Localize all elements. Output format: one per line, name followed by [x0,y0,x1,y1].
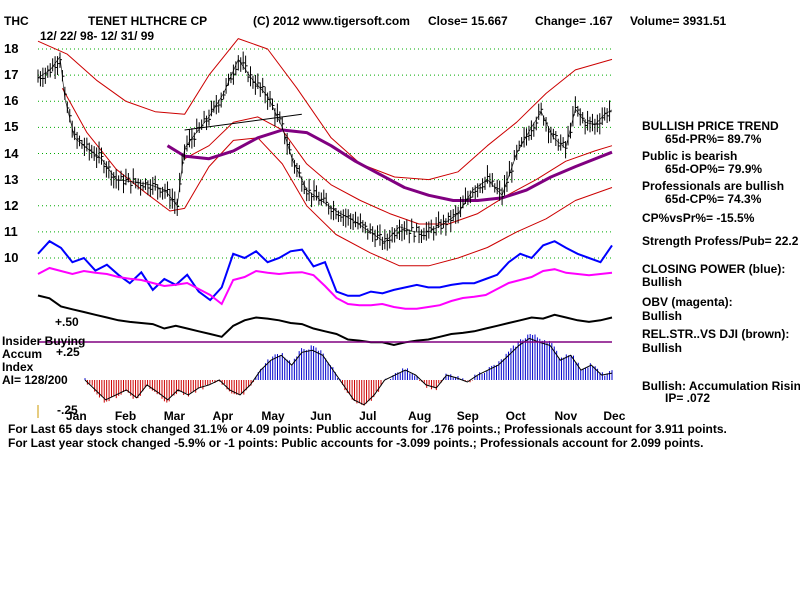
accum-layer [84,333,613,406]
lower-band-line [61,87,613,267]
insider-buying-label: Insider Buying [2,334,86,348]
cp-line: 65d-CP%= 74.3% [665,192,762,206]
x-tick-label: Jun [310,409,332,423]
plus50-label: +.50 [55,315,79,329]
pr-line: 65d-PR%= 89.7% [665,132,762,146]
minus25-label: -.25 [57,403,78,417]
accum-label: Accum [2,347,43,361]
closing-power-line [37,239,613,302]
copyright: (C) 2012 www.tigersoft.com [253,14,410,28]
pros-line: Professionals are bullish [642,179,785,193]
y-tick-label: 18 [4,41,19,56]
x-tick-label: Jan [66,409,87,423]
index-label: Index [2,360,34,374]
ticker: THC [4,14,29,28]
x-tick-label: Dec [603,409,626,423]
rel-str-title: REL.STR..VS DJI (brown): [642,327,790,341]
y-tick-label: 12 [4,197,19,213]
y-tick-label: 14 [4,145,19,161]
company-name: TENET HLTHCRE CP [88,14,208,28]
upper-band-line [37,38,613,181]
volume-value: Volume= 3931.51 [630,14,727,28]
y-tick-label: 11 [4,223,18,239]
closing-power-status: Bullish [642,275,683,289]
y-tick-label: 17 [4,67,19,83]
x-tick-label: Apr [212,409,234,423]
x-tick-label: Mar [163,409,186,423]
closing-power-title: CLOSING POWER (blue): [642,262,786,276]
date-range: 12/ 22/ 98- 12/ 31/ 99 [40,29,155,43]
close-value: Close= 15.667 [428,14,508,28]
y-tick-label: 13 [4,171,19,187]
y-tick-label: 10 [4,250,19,265]
accum-title: Bullish: Accumulation Rising [642,379,800,393]
x-tick-label: Sep [456,409,479,423]
trendline [184,113,302,131]
strength-line: Strength Profess/Pub= 22.2 [642,234,799,248]
x-tick-label: Nov [554,409,578,423]
indicator-layer [37,239,613,347]
plus25-label: +.25 [56,345,80,359]
rel-str-line [37,294,613,347]
public-line: Public is bearish [642,149,738,163]
price-line [37,56,613,243]
x-tick-label: Oct [505,409,526,423]
obv-line [37,266,613,310]
y-tick-label: 15 [4,119,19,135]
rel-str-status: Bullish [642,341,683,355]
bands-layer [37,38,613,267]
x-tick-label: Aug [407,409,432,423]
x-tick-label: Jul [359,409,377,423]
price-layer [37,51,613,251]
footer-line-2: For Last year stock changed -5.9% or -1 … [8,436,704,450]
y-tick-label: 16 [4,93,19,109]
ip-line: IP= .072 [665,391,711,405]
grid-lines [38,48,612,259]
obv-status: Bullish [642,309,683,323]
trend-title: BULLISH PRICE TREND [642,119,779,133]
cpvspr-line: CP%vsPr%= -15.5% [642,211,755,225]
inner-band-line [184,116,613,225]
x-tick-label: May [261,409,285,423]
x-tick-label: Feb [114,409,137,423]
op-line: 65d-OP%= 79.9% [665,162,763,176]
footer-line-1: For Last 65 days stock changed 31.1% or … [8,422,727,436]
ma200-line [166,128,613,202]
change-value: Change= .167 [535,14,613,28]
obv-title: OBV (magenta): [642,295,733,309]
ai-label: AI= 128/200 [2,373,68,387]
